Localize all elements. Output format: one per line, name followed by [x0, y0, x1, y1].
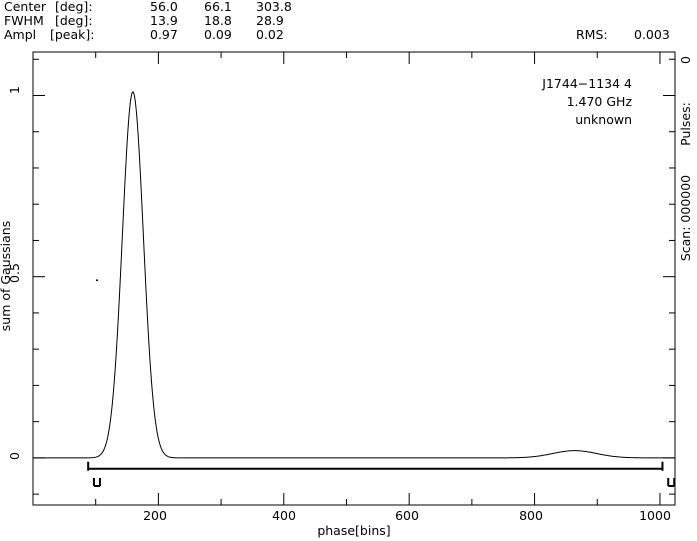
x-axis-label: phase[bins] [317, 523, 390, 538]
observing-frequency: 1.470 GHz [567, 94, 633, 109]
x-tick-label-400: 400 [272, 508, 296, 523]
pulses-value: 0 [678, 56, 693, 64]
x-tick-label-600: 600 [395, 508, 419, 523]
stray-data-point [95, 279, 98, 282]
center-value-3: 303.8 [256, 0, 292, 14]
y-tick-labels: 0 0.5 1 [7, 86, 22, 460]
rms-value: 0.003 [634, 27, 670, 42]
x-tick-label-200: 200 [143, 508, 167, 523]
plot-frame [32, 51, 676, 506]
ampl-value-3: 0.02 [256, 27, 284, 42]
fwhm-value-1: 13.9 [150, 13, 178, 28]
x-tick-label-800: 800 [519, 508, 543, 523]
ampl-value-2: 0.09 [204, 27, 232, 42]
fwhm-label: FWHM [4, 13, 44, 28]
center-value-2: 66.1 [204, 0, 232, 14]
rms-label: RMS: [576, 27, 608, 42]
y-tick-label-0: 0 [7, 452, 22, 460]
fwhm-unit: [deg]: [55, 13, 93, 28]
center-label: Center [4, 0, 47, 14]
x-tick-label-1000: 1000 [639, 508, 671, 523]
pulses-label: Pulses: [678, 102, 693, 146]
center-value-1: 56.0 [150, 0, 178, 14]
ampl-unit: [peak]: [50, 27, 95, 42]
profile-line [33, 91, 675, 459]
ampl-label: Ampl [4, 27, 36, 42]
y-tick-label-1: 1 [7, 86, 22, 94]
on-pulse-window [87, 461, 664, 471]
scan-label: Scan: 000000 [678, 175, 693, 261]
ampl-value-1: 0.97 [150, 27, 178, 42]
fwhm-value-2: 18.8 [204, 13, 232, 28]
phase-markers [92, 478, 676, 487]
x-tick-labels: 200 400 600 800 1000 [143, 508, 671, 523]
y-axis-label: sum of Gaussians [0, 221, 13, 331]
y-tick-label-0-5: 0.5 [7, 263, 22, 283]
fwhm-value-3: 28.9 [256, 13, 284, 28]
center-unit: [deg]: [55, 0, 93, 14]
note-text: unknown [575, 112, 632, 127]
source-name: J1744−1134 4 [541, 76, 632, 91]
fit-parameters-header: Center [deg]: 56.0 66.1 303.8 FWHM [deg]… [4, 0, 670, 42]
